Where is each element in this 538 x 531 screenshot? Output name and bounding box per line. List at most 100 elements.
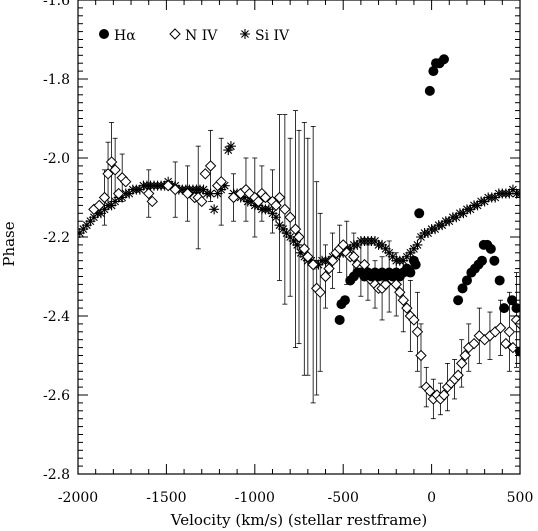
n-iv-point xyxy=(293,231,305,243)
n-iv-point xyxy=(319,270,332,283)
n-iv-point xyxy=(397,294,410,306)
h-alpha-point xyxy=(453,295,464,306)
n-iv-point xyxy=(215,175,227,188)
n-iv-point xyxy=(252,195,265,208)
y-tick-label: -2.8 xyxy=(43,467,70,483)
si-iv-point xyxy=(479,196,490,207)
legend-label: Hα xyxy=(114,28,136,44)
n-iv-point xyxy=(279,203,291,216)
y-tick-label: -2.4 xyxy=(43,309,70,325)
si-iv-point xyxy=(99,204,110,215)
n-iv-point xyxy=(120,175,132,188)
si-iv-point xyxy=(380,243,391,254)
si-iv-point xyxy=(387,251,398,262)
n-iv-point xyxy=(112,187,125,200)
n-iv-point xyxy=(146,195,158,208)
n-iv-point xyxy=(199,168,212,180)
si-iv-point xyxy=(423,228,434,239)
si-iv-point xyxy=(458,208,469,219)
si-iv-point xyxy=(345,243,356,254)
n-iv-point xyxy=(326,254,339,267)
n-iv-point xyxy=(379,278,392,291)
n-iv-point xyxy=(337,239,349,251)
n-iv-point xyxy=(503,326,516,338)
n-iv-point xyxy=(302,251,314,263)
n-iv-point xyxy=(98,191,111,204)
si-iv-point xyxy=(85,216,96,227)
si-iv-point xyxy=(225,141,236,152)
si-iv-point xyxy=(212,188,223,199)
h-alpha-point xyxy=(515,346,520,357)
n-iv-point xyxy=(494,322,507,334)
n-iv-point xyxy=(411,326,424,338)
si-iv-point xyxy=(352,239,363,250)
h-alpha-point xyxy=(414,208,425,219)
n-iv-point xyxy=(424,385,436,397)
n-iv-point xyxy=(109,164,121,176)
y-axis-title: Phase xyxy=(0,221,18,266)
n-iv-point xyxy=(204,160,217,172)
si-iv-point xyxy=(106,200,117,211)
h-alpha-point xyxy=(428,66,439,77)
si-iv-point xyxy=(124,188,135,199)
x-axis-title: Velocity (km/s) (stellar restframe) xyxy=(170,511,428,529)
h-alpha-point xyxy=(476,255,487,266)
x-tick-label: -1000 xyxy=(235,490,275,506)
n-iv-point xyxy=(270,199,282,212)
n-iv-point xyxy=(455,357,468,370)
si-iv-point xyxy=(377,239,388,250)
si-iv-point xyxy=(198,184,209,195)
si-iv-point xyxy=(415,232,426,242)
n-iv-point xyxy=(102,168,114,180)
si-iv-point xyxy=(430,224,441,235)
si-iv-point xyxy=(78,228,85,239)
x-tick-label: 0 xyxy=(427,490,436,506)
si-iv-point xyxy=(437,220,448,231)
si-iv-point xyxy=(444,216,455,227)
si-iv-point xyxy=(306,255,317,266)
si-iv-point xyxy=(205,188,216,199)
si-iv-point xyxy=(292,239,303,250)
n-iv-point xyxy=(289,223,302,235)
h-alpha-point xyxy=(405,267,416,278)
n-iv-point xyxy=(105,156,118,168)
x-tick-label: 500 xyxy=(507,490,534,506)
n-iv-point xyxy=(323,262,335,275)
n-iv-point xyxy=(162,179,174,192)
legend-label: Si IV xyxy=(255,28,290,44)
legend: Hα N IV Si IV xyxy=(99,28,290,44)
x-tick-label: -1500 xyxy=(146,490,186,506)
h-alpha-point xyxy=(461,275,472,286)
legend-marker-h-alpha-point xyxy=(99,29,109,39)
n-iv-point xyxy=(298,243,311,255)
n-iv-point xyxy=(227,191,240,204)
si-iv-point xyxy=(295,247,306,258)
h-alpha-point xyxy=(489,255,500,266)
si-iv-point xyxy=(281,228,292,239)
y-tick-label: -1.6 xyxy=(43,0,70,9)
si-iv-point xyxy=(370,235,381,246)
si-iv-point xyxy=(223,145,234,156)
axis-tick-labels: -2000 -1500 -1000 -500 0 500 -2.8 -2.6 -2.4 -2.2 -… xyxy=(43,0,533,506)
si-iv-point xyxy=(465,204,476,215)
n-iv-point xyxy=(390,278,402,291)
n-iv-point xyxy=(169,183,181,196)
si-iv-point xyxy=(398,255,409,266)
n-iv-point xyxy=(259,191,272,204)
si-iv-point xyxy=(271,212,282,223)
si-iv-point xyxy=(401,251,412,262)
h-alpha-point xyxy=(339,295,350,306)
si-iv-point xyxy=(117,192,128,203)
legend-label: N IV xyxy=(185,28,218,44)
n-iv-point xyxy=(143,187,155,200)
n-iv-point xyxy=(438,389,450,401)
si-iv-point xyxy=(263,204,274,215)
h-alpha-point xyxy=(485,243,496,254)
n-iv-point xyxy=(307,258,319,271)
si-iv-point xyxy=(507,184,518,195)
y-tick-label: -2.6 xyxy=(43,388,70,404)
h-alpha-point xyxy=(334,314,345,325)
y-tick-label: -1.8 xyxy=(43,72,70,88)
si-iv-point xyxy=(408,243,419,254)
